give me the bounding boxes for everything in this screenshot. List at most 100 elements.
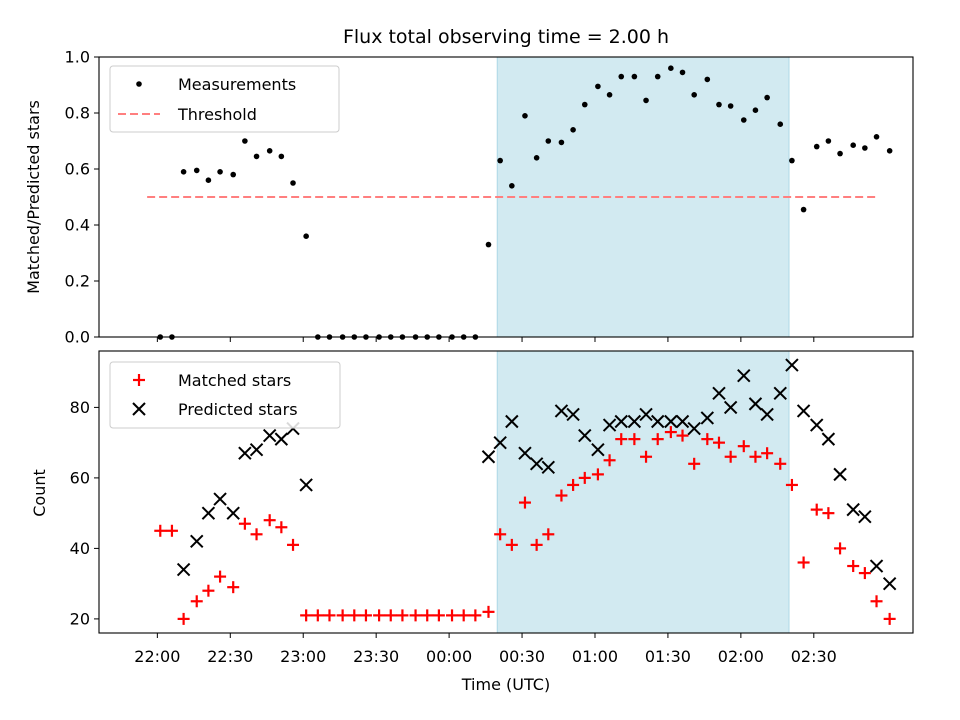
measurement-point <box>691 92 697 98</box>
predicted-star-mark-b <box>675 414 690 429</box>
matched-star-point <box>810 503 823 516</box>
matched-star-point <box>676 429 689 442</box>
matched-star-point <box>822 507 835 520</box>
matched-star-point <box>421 609 434 622</box>
predicted-star-point <box>712 386 726 401</box>
predicted-star-point <box>591 442 605 457</box>
predicted-star-point <box>578 428 592 443</box>
time-x-tick-label: 22:30 <box>207 647 253 666</box>
matched-star-point <box>323 609 336 622</box>
ratio-panel-frame <box>98 56 914 338</box>
predicted-star-point <box>858 509 872 524</box>
predicted-star-mark-b <box>773 386 787 401</box>
matched-star-point <box>275 521 288 534</box>
measurement-point <box>266 148 273 154</box>
time-x-tick-label: 00:00 <box>426 647 472 666</box>
predicted-star-mark-b <box>737 368 751 383</box>
predicted-star-point <box>675 414 690 429</box>
matched-star-point <box>396 609 409 622</box>
predicted-star-point <box>238 446 252 460</box>
matched-star-point <box>287 538 300 551</box>
matched-star-point <box>446 609 459 622</box>
chart-title: Flux total observing time = 2.00 h <box>343 26 669 48</box>
observing-window-highlight-bottom <box>496 350 790 634</box>
predicted-star-mark-b <box>723 400 738 415</box>
measurement-point <box>180 169 187 175</box>
time-x-axis: 22:00 22:30 23:00 23:30 00:00 00:30 01:00 01:30… <box>134 633 837 666</box>
predicted-star-point <box>846 502 860 517</box>
predicted-star-mark-b <box>882 576 897 591</box>
predicted-star-mark-b <box>858 509 872 524</box>
ratio-y-axis-label: Matched/Predicted stars <box>24 100 43 294</box>
predicted-star-point <box>723 400 738 415</box>
predicted-star-point <box>249 442 264 457</box>
matched-star-point <box>190 595 203 608</box>
measurement-point <box>303 233 309 239</box>
measurement-point <box>485 241 492 248</box>
predicted-star-point <box>651 414 665 429</box>
measurement-point <box>631 73 638 80</box>
matched-star-point <box>883 612 896 625</box>
count-panel: 20 40 60 80 22:00 22:30 23:00 23:30 00:00 00:30 0… <box>30 350 914 694</box>
time-x-tick-label: 23:00 <box>280 647 326 666</box>
count-legend: Matched stars Predicted stars <box>109 361 341 429</box>
count-y-tick-label: 20 <box>70 609 90 628</box>
matched-star-point <box>250 528 263 541</box>
measurement-point <box>606 92 613 98</box>
measurement-point <box>777 121 784 127</box>
predicted-star-point <box>760 407 774 422</box>
predicted-star-mark-b <box>249 442 264 457</box>
predicted-star-point <box>493 435 507 450</box>
time-x-tick-label: 01:00 <box>572 647 618 666</box>
predicted-star-mark-b <box>810 418 824 432</box>
time-x-tick-label: 23:30 <box>353 647 399 666</box>
predicted-star-point <box>796 404 811 418</box>
predicted-star-mark-b <box>602 418 617 432</box>
predicted-star-mark-b <box>176 562 191 577</box>
ratio-y-tick-label: 0.0 <box>65 328 90 347</box>
matched-star-point <box>359 609 372 622</box>
matched-star-point <box>300 609 313 622</box>
matched-star-point <box>542 528 555 541</box>
measurement-point <box>205 177 212 183</box>
matched-star-point <box>165 524 178 537</box>
predicted-star-point <box>529 457 544 471</box>
matched-star-point <box>834 542 847 555</box>
predicted-star-point <box>785 358 799 372</box>
legend-predicted-label: Predicted stars <box>178 400 298 419</box>
legend-measurements-label: Measurements <box>178 75 296 94</box>
matched-star-point <box>384 609 397 622</box>
measurement-point <box>752 107 759 113</box>
predicted-star-point <box>748 397 763 411</box>
predicted-star-point <box>481 450 496 464</box>
matched-star-point <box>761 447 774 460</box>
measurement-point <box>873 134 880 140</box>
matched-star-point <box>797 556 810 569</box>
measurement-point <box>850 142 856 148</box>
count-panel-frame <box>98 350 914 634</box>
matched-star-point <box>724 450 737 463</box>
measurement-point <box>522 113 528 119</box>
predicted-star-point <box>639 407 653 422</box>
predicted-star-point <box>700 411 715 425</box>
predicted-star-mark-b <box>541 460 556 475</box>
predicted-star-mark-b <box>664 414 678 429</box>
measurement-point <box>290 180 296 186</box>
matched-star-point <box>567 478 580 491</box>
measurement-point <box>230 171 237 178</box>
matched-star-point <box>785 478 798 491</box>
measurement-point <box>278 153 285 160</box>
matched-star-point <box>518 496 531 509</box>
predicted-star-mark-b <box>785 358 799 372</box>
matched-star-point <box>749 450 762 463</box>
predicted-star-mark-b <box>262 428 277 443</box>
measurement-point <box>740 117 747 123</box>
time-x-tick-label: 01:30 <box>645 647 691 666</box>
matched-star-point <box>555 489 568 502</box>
predicted-star-point <box>869 559 884 573</box>
predicted-star-mark-b <box>518 446 532 460</box>
predicted-star-mark-b <box>833 467 847 482</box>
measurement-point <box>581 101 588 108</box>
predicted-star-mark-b <box>299 478 313 492</box>
measurement-point <box>242 138 248 144</box>
